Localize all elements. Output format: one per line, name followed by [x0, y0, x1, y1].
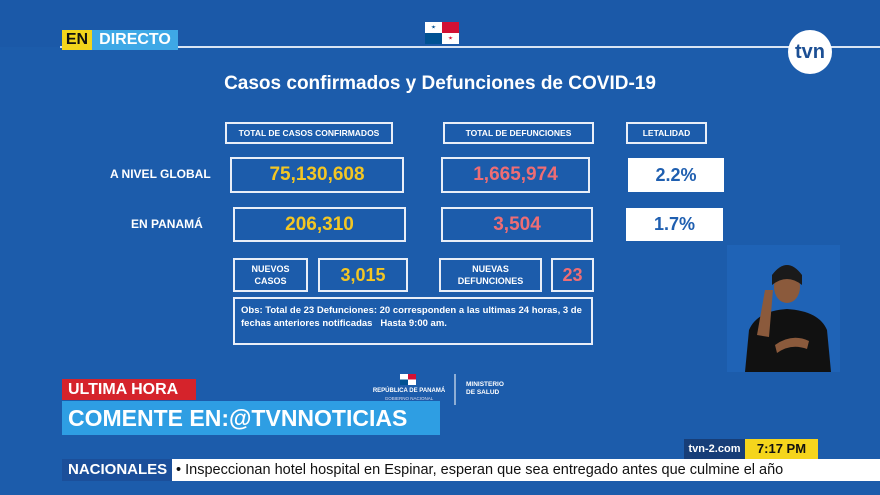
new-cases: 3,015 [318, 258, 408, 292]
badge-en: EN [62, 30, 92, 50]
clock: 7:17 PM [745, 439, 818, 459]
ticker-bar [62, 459, 880, 481]
row-label: A NIVEL GLOBAL [110, 167, 211, 181]
row-label: EN PANAMÁ [131, 217, 203, 231]
site: tvn-2.com [684, 439, 745, 459]
header: TOTAL DE DEFUNCIONES [443, 122, 594, 144]
new-deaths-label: NUEVAS DEFUNCIONES [439, 258, 542, 292]
ministry-logo [400, 374, 456, 405]
ticker-text: • Inspeccionan hotel hospital en Espinar… [176, 462, 784, 478]
deaths: 1,665,974 [441, 157, 590, 193]
badge-directo: DIRECTO [92, 30, 178, 50]
headline: COMENTE EN:@TVNNOTICIAS [62, 401, 440, 435]
header: LETALIDAD [626, 122, 707, 144]
note: Obs: Total de 23 Defunciones: 20 corresp… [233, 297, 593, 345]
ticker-section: NACIONALES [62, 459, 172, 481]
lethality: 1.7% [626, 208, 723, 241]
top-rule [60, 46, 880, 48]
flag [425, 22, 459, 44]
header: TOTAL DE CASOS CONFIRMADOS [225, 122, 393, 144]
cases: 75,130,608 [230, 157, 404, 193]
title: Casos confirmados y Defunciones de COVID… [224, 73, 656, 94]
lethality: 2.2% [628, 158, 724, 192]
interpreter [727, 245, 840, 372]
deaths: 3,504 [441, 207, 593, 242]
ministry-government: GOBIERNO NACIONAL [384, 396, 434, 401]
cases: 206,310 [233, 207, 406, 242]
ministry-country: REPÚBLICA DE PANAMÁ [372, 388, 446, 394]
new-cases-label: NUEVOS CASOS [233, 258, 308, 292]
ultima-hora: ULTIMA HORA [62, 379, 196, 400]
channel-logo: tvn [788, 30, 832, 74]
new-deaths: 23 [551, 258, 594, 292]
ministry-name: MINISTERIO DE SALUD [466, 381, 504, 396]
